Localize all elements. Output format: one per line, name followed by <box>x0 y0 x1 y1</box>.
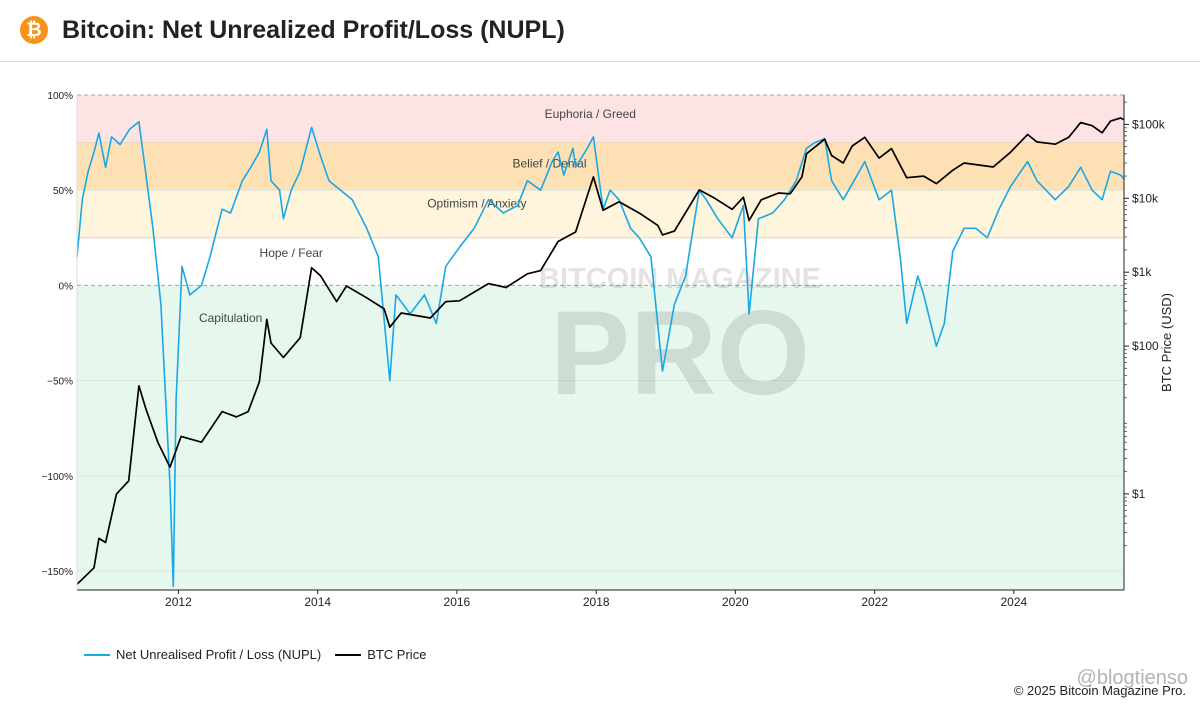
x-tick-0: 2012 <box>165 595 192 609</box>
zone-labels-layer: Euphoria / Greed Belief / Denial Optimism … <box>199 107 636 325</box>
axes-layer: 100% 50% 0% −50% −100% −150% $100k $10k $1k $100 $… <box>42 91 1174 609</box>
y-left-tick-3: −50% <box>47 377 73 388</box>
y-right-tick-0: $100k <box>1132 117 1166 131</box>
y-left-tick-0: 100% <box>47 91 73 102</box>
zone-label-1: Belief / Denial <box>512 157 586 171</box>
header: ₿ Bitcoin: Net Unrealized Profit/Loss (N… <box>0 0 1200 62</box>
legend: Net Unrealised Profit / Loss (NUPL) BTC … <box>84 647 426 662</box>
y-right-axis-label: BTC Price (USD) <box>1159 293 1174 392</box>
watermark-line2: PRO <box>550 286 810 420</box>
chart-panel: BITCOIN MAGAZINE PRO Euphoria / Greed Bel… <box>0 62 1200 705</box>
nupl-chart: BITCOIN MAGAZINE PRO Euphoria / Greed Bel… <box>42 91 1174 609</box>
watermark-handle: @blogtienso <box>1076 667 1188 689</box>
legend-label-price: BTC Price <box>367 647 427 662</box>
y-right-tick-2: $1k <box>1132 265 1152 279</box>
legend-swatch-nupl <box>84 653 110 656</box>
zones-layer <box>77 95 1124 590</box>
zone-label-4: Capitulation <box>199 311 262 325</box>
legend-item-nupl[interactable]: Net Unrealised Profit / Loss (NUPL) <box>84 647 321 662</box>
y-left-tick-2: 0% <box>59 281 74 292</box>
y-left-tick-5: −150% <box>42 567 74 578</box>
y-right-tick-3: $100 <box>1132 339 1159 353</box>
legend-item-price[interactable]: BTC Price <box>335 647 426 662</box>
x-tick-2: 2016 <box>444 595 471 609</box>
x-tick-6: 2024 <box>1000 595 1027 609</box>
copyright: © 2025 Bitcoin Magazine Pro. <box>1013 683 1186 698</box>
bitcoin-icon: ₿ <box>20 16 48 44</box>
page-title: Bitcoin: Net Unrealized Profit/Loss (NUP… <box>62 16 565 44</box>
x-tick-1: 2014 <box>304 595 331 609</box>
x-tick-5: 2022 <box>861 595 888 609</box>
zone-band-4 <box>77 285 1124 590</box>
x-tick-3: 2018 <box>583 595 610 609</box>
zone-label-2: Optimism / Anxiety <box>427 197 526 211</box>
x-tick-4: 2020 <box>722 595 749 609</box>
zone-label-0: Euphoria / Greed <box>545 107 636 121</box>
y-right-tick-1: $10k <box>1132 191 1159 205</box>
y-left-tick-1: 50% <box>53 186 73 197</box>
zone-band-2 <box>77 190 1124 238</box>
zone-band-1 <box>77 142 1124 191</box>
zone-label-3: Hope / Fear <box>260 246 323 260</box>
series-layer <box>76 117 1125 587</box>
zone-band-0 <box>77 95 1124 143</box>
series-line-price <box>76 117 1125 585</box>
y-left-tick-4: −100% <box>42 472 74 483</box>
legend-label-nupl: Net Unrealised Profit / Loss (NUPL) <box>116 647 322 662</box>
y-right-tick-4: $1 <box>1132 487 1146 501</box>
series-line-nupl <box>76 120 1125 587</box>
legend-swatch-price <box>335 653 362 656</box>
watermark: BITCOIN MAGAZINE PRO <box>539 263 821 420</box>
